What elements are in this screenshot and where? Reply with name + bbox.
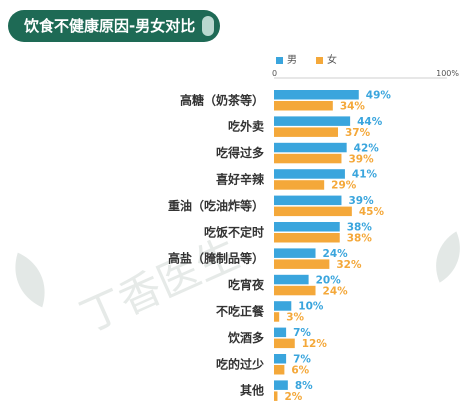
legend-label-female: 女	[327, 55, 337, 66]
legend-swatch-female	[316, 56, 323, 64]
data-label-male: 41%	[352, 169, 378, 181]
data-label-male: 20%	[316, 274, 342, 286]
data-label-female: 39%	[348, 153, 374, 165]
data-label-male: 49%	[366, 90, 392, 102]
data-label-female: 3%	[286, 312, 304, 324]
bar-female	[274, 101, 333, 111]
data-label-male: 42%	[354, 142, 380, 154]
x-tick-label-0: 0	[272, 69, 277, 78]
bar-female	[274, 180, 325, 190]
bar-male	[274, 354, 287, 364]
category-label: 吃宵夜	[228, 277, 265, 292]
bar-male	[274, 248, 316, 258]
data-label-female: 32%	[336, 259, 362, 271]
data-label-male: 8%	[295, 380, 313, 392]
data-label-male: 7%	[293, 327, 311, 339]
data-label-female: 34%	[340, 101, 366, 113]
bar-female	[274, 365, 285, 375]
data-label-female: 38%	[347, 233, 373, 245]
data-label-female: 2%	[284, 391, 302, 403]
category-label: 饮酒多	[227, 330, 264, 345]
title-pill: 饮食不健康原因-男女对比	[8, 10, 220, 42]
bar-female	[274, 312, 280, 322]
bar-female	[274, 206, 352, 217]
title-pill-end-cap	[202, 16, 214, 36]
bar-female	[274, 285, 316, 296]
legend-item-male: 男	[276, 51, 297, 66]
bar-male	[274, 222, 340, 232]
data-label-male: 10%	[298, 301, 324, 313]
bar-female	[274, 127, 339, 137]
bar-male	[274, 301, 292, 311]
bar-female	[274, 338, 295, 349]
data-label-female: 37%	[345, 127, 371, 139]
data-label-male: 38%	[347, 222, 373, 234]
category-label: 不吃正餐	[216, 303, 265, 318]
data-label-female: 45%	[359, 206, 385, 218]
bar-male	[274, 195, 342, 206]
bar-female	[274, 259, 330, 269]
bar-female	[274, 233, 340, 243]
data-label-male: 39%	[348, 195, 374, 207]
legend-item-female: 女	[316, 51, 337, 66]
data-label-male: 7%	[293, 354, 311, 366]
bar-male	[274, 169, 345, 179]
bar-male	[274, 116, 351, 126]
data-label-female: 24%	[323, 285, 349, 297]
category-label: 高盐（腌制品等）	[168, 251, 264, 266]
bar-male	[274, 90, 359, 100]
bar-female	[274, 153, 342, 164]
data-label-female: 12%	[302, 338, 328, 350]
x-tick-label-100: 100%	[436, 69, 459, 78]
category-label: 重油（吃油炸等）	[168, 198, 264, 213]
category-label: 高糖（奶茶等）	[180, 92, 264, 107]
bar-male	[274, 380, 288, 390]
legend-label-male: 男	[287, 55, 297, 66]
bar-male	[274, 142, 347, 153]
data-label-male: 24%	[323, 248, 349, 260]
data-label-female: 29%	[331, 180, 357, 192]
bar-female	[274, 391, 278, 401]
legend-swatch-male	[276, 56, 283, 64]
data-label-male: 44%	[357, 116, 383, 128]
bar-male	[274, 274, 309, 285]
category-label: 吃饭不定时	[204, 224, 264, 239]
page-title: 饮食不健康原因-男女对比	[24, 17, 196, 35]
data-label-female: 6%	[291, 365, 309, 377]
category-label: 吃的过少	[216, 356, 264, 371]
bar-male	[274, 327, 287, 338]
category-label: 喜好辛辣	[216, 171, 265, 186]
category-label: 吃得过多	[216, 145, 264, 160]
category-label: 其他	[240, 383, 264, 398]
category-label: 吃外卖	[228, 119, 264, 134]
